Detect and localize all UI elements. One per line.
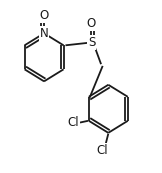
Text: O: O <box>87 17 96 30</box>
Text: S: S <box>88 36 95 49</box>
Text: Cl: Cl <box>67 116 79 129</box>
Text: Cl: Cl <box>96 144 108 157</box>
Text: O: O <box>39 9 49 22</box>
Text: N: N <box>40 27 48 40</box>
